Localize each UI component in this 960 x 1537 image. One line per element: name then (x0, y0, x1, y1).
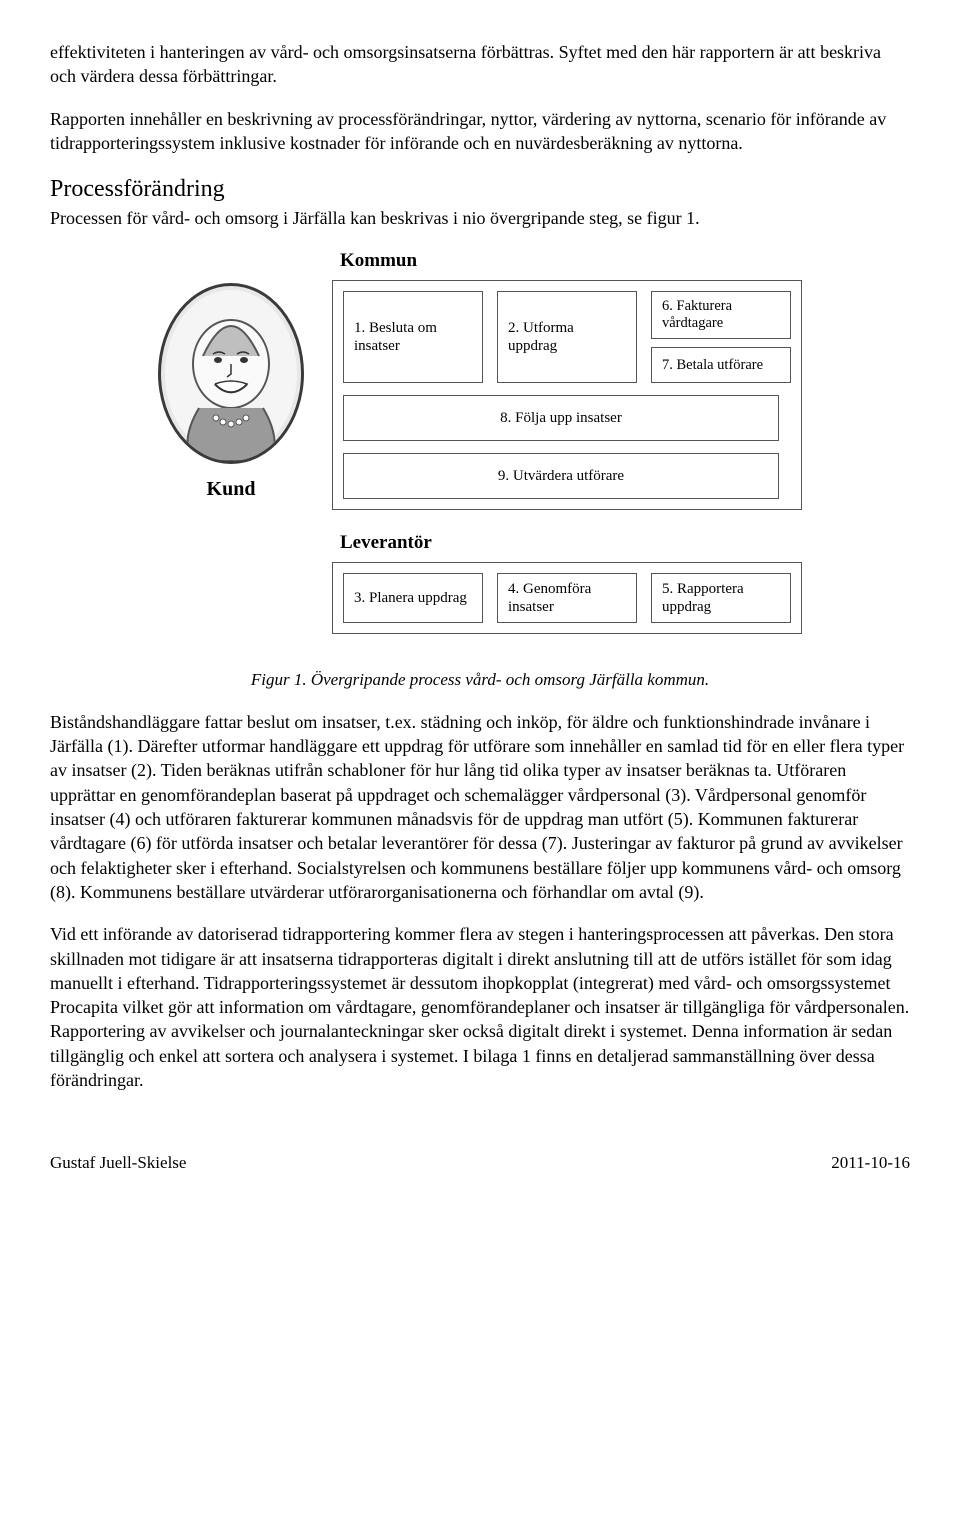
paragraph-process-detail: Biståndshandläggare fattar beslut om ins… (50, 710, 910, 904)
footer-date: 2011-10-16 (831, 1152, 910, 1175)
leverantor-label: Leverantör (340, 530, 802, 556)
box-4-genomfora: 4. Genomföra insatser (497, 573, 637, 623)
box-1-besluta: 1. Besluta om insatser (343, 291, 483, 384)
kund-column: Kund (158, 248, 304, 503)
kund-label: Kund (207, 476, 256, 503)
box-6-fakturera: 6. Fakturera vårdtagare (651, 291, 791, 340)
box-7-betala: 7. Betala utförare (651, 347, 791, 383)
kund-portrait-icon (158, 283, 304, 464)
section-heading-processforandring: Processförändring (50, 173, 910, 205)
figure-1: Kund Kommun 1. Besluta om insatser 2. Ut… (50, 248, 910, 654)
diagram-right-column: Kommun 1. Besluta om insatser 2. Utforma… (332, 248, 802, 654)
box-9-utvardera: 9. Utvärdera utförare (343, 453, 779, 499)
box-3-planera: 3. Planera uppdrag (343, 573, 483, 623)
figure-caption: Figur 1. Övergripande process vård- och … (50, 669, 910, 692)
kommun-label: Kommun (340, 248, 802, 274)
kommun-group: 1. Besluta om insatser 2. Utforma uppdra… (332, 280, 802, 511)
footer-author: Gustaf Juell-Skielse (50, 1152, 186, 1175)
leverantor-group: 3. Planera uppdrag 4. Genomföra insatser… (332, 562, 802, 634)
box-8-folja-upp: 8. Följa upp insatser (343, 395, 779, 441)
paragraph-process-desc: Processen för vård- och omsorg i Järfäll… (50, 206, 910, 230)
page-footer: Gustaf Juell-Skielse 2011-10-16 (50, 1152, 910, 1175)
paragraph-datorisering: Vid ett införande av datoriserad tidrapp… (50, 922, 910, 1092)
box-5-rapportera: 5. Rapportera uppdrag (651, 573, 791, 623)
paragraph-intro-1: effektiviteten i hanteringen av vård- oc… (50, 40, 910, 89)
paragraph-intro-2: Rapporten innehåller en beskrivning av p… (50, 107, 910, 156)
box-2-utforma: 2. Utforma uppdrag (497, 291, 637, 384)
